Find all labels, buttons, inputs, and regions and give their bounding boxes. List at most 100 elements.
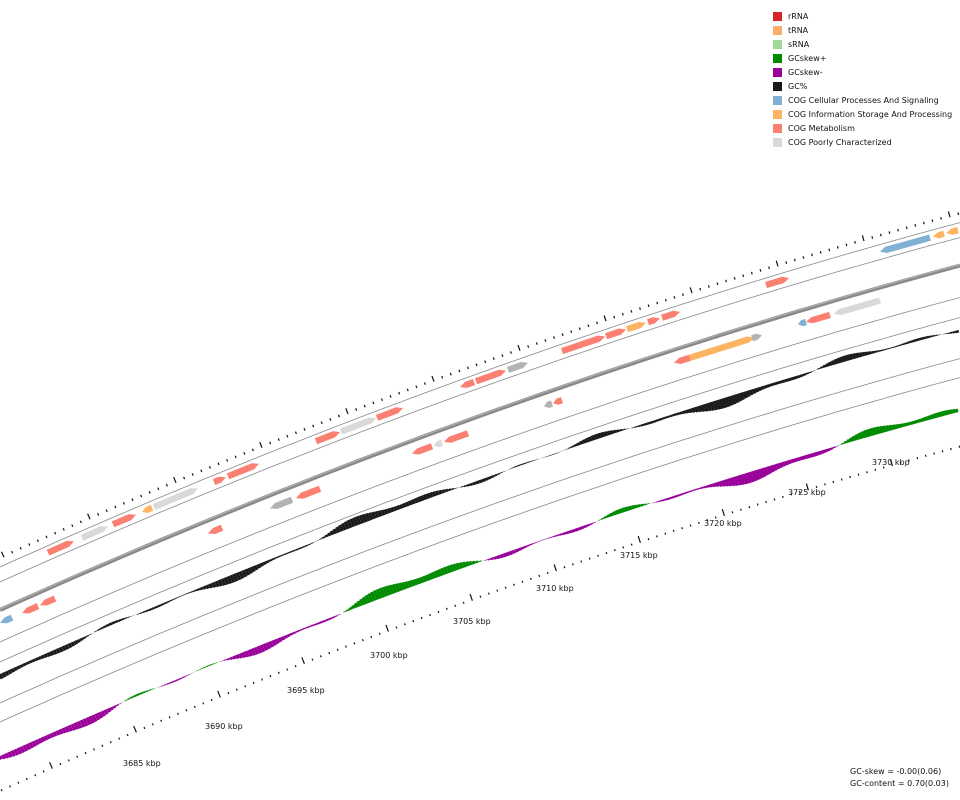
- outer-tick: [845, 243, 848, 247]
- gc-bar: [490, 475, 495, 479]
- skew-bar: [268, 640, 274, 648]
- skew-bar: [79, 719, 86, 728]
- gc-bar: [419, 495, 425, 502]
- skew-bar: [493, 555, 498, 560]
- legend-swatch: [773, 11, 782, 21]
- skew-bar: [627, 505, 632, 511]
- skew-bar: [505, 551, 510, 557]
- gc-bar: [475, 480, 480, 485]
- axis-tick: [210, 698, 213, 702]
- skew-bar: [259, 644, 266, 653]
- skew-bar: [400, 581, 407, 590]
- axis-tick: [706, 519, 709, 522]
- skew-bar: [298, 628, 303, 632]
- outer-tick: [165, 483, 168, 487]
- outer-tick: [415, 385, 418, 389]
- gc-bar: [615, 429, 620, 433]
- outer-tick: [329, 417, 332, 421]
- gc-bar: [262, 561, 267, 566]
- axis-tick: [294, 665, 297, 668]
- gc-bar: [493, 473, 498, 477]
- outer-tick: [879, 233, 882, 237]
- position-axis: 3685 kbp 3690 kbp 3695 kbp 3700 kbp 3705…: [0, 445, 960, 792]
- skew-bar: [781, 461, 786, 467]
- axis-tick: [151, 723, 154, 726]
- gc-bar: [570, 445, 575, 448]
- gc-bar: [955, 329, 960, 334]
- legend: rRNA tRNA sRNA GCskew+ GCskew- GC% COG C…: [773, 9, 952, 149]
- gc-bar: [13, 666, 18, 672]
- skew-bar: [900, 423, 905, 428]
- gc-bar: [349, 518, 356, 528]
- skew-bar: [891, 424, 896, 431]
- gc-bar: [4, 670, 10, 677]
- outer-tick: [699, 287, 702, 291]
- gc-bar: [105, 623, 110, 628]
- skew-bar: [55, 730, 61, 736]
- gc-bar: [679, 411, 684, 415]
- skew-bar: [348, 606, 353, 611]
- outer-tick: [0, 551, 5, 558]
- axis-tick: [479, 595, 482, 598]
- gc-bar: [670, 414, 675, 417]
- gc-bar: [19, 663, 24, 668]
- axis-tick: [832, 480, 835, 484]
- gc-bar: [151, 606, 156, 610]
- axis-tick: [227, 691, 230, 695]
- legend-label: COG Metabolism: [788, 123, 855, 133]
- skew-bar: [772, 464, 778, 472]
- axis-tick: [168, 716, 171, 719]
- legend-label: rRNA: [788, 11, 809, 21]
- gc-bar: [724, 396, 731, 408]
- axis-tick: [126, 733, 129, 737]
- legend-swatch: [773, 95, 782, 105]
- axis-tick: [840, 478, 843, 481]
- gc-bar: [199, 586, 204, 591]
- gc-bar: [766, 383, 771, 388]
- skew-bar: [67, 724, 73, 732]
- gc-bar: [31, 658, 36, 663]
- skew-bar: [736, 475, 743, 486]
- gc-bar: [99, 626, 104, 630]
- gc-bar: [848, 353, 854, 361]
- axis-tick: [731, 511, 734, 514]
- outer-tick: [208, 465, 211, 469]
- outer-tick: [312, 424, 315, 428]
- gc-bar: [416, 496, 422, 503]
- skew-bar: [88, 715, 95, 724]
- skew-bar: [106, 707, 112, 713]
- axis-tick: [857, 473, 860, 476]
- skew-bar: [948, 409, 953, 415]
- skew-bar: [356, 600, 362, 607]
- outer-tick: [389, 395, 392, 398]
- outer-tick: [131, 498, 134, 502]
- axis-tick: [252, 681, 255, 685]
- gc-bar: [751, 388, 756, 395]
- axis-tick: [202, 702, 205, 705]
- legend-item-cog-cellular: COG Cellular Processes And Signaling: [773, 93, 952, 107]
- axis-tick: [496, 589, 499, 592]
- gc-bar: [371, 511, 377, 520]
- gc-bar: [259, 562, 264, 567]
- axis-tick: [345, 645, 347, 648]
- legend-swatch: [773, 25, 782, 35]
- gc-bar: [447, 488, 452, 492]
- skew-bar: [364, 594, 371, 604]
- skew-bar: [100, 710, 106, 717]
- skew-bar: [869, 427, 875, 436]
- skew-bar: [416, 577, 422, 585]
- outer-tick: [510, 351, 512, 354]
- skew-bar: [860, 430, 866, 439]
- gene-arrow: [765, 276, 789, 289]
- skew-bar: [178, 677, 183, 680]
- skew-bar: [1, 753, 7, 760]
- gc-bar: [43, 653, 48, 659]
- gc-bar: [330, 530, 335, 536]
- axis-tick: [874, 468, 877, 471]
- gc-bar: [655, 418, 660, 423]
- skew-bar: [449, 564, 455, 573]
- skew-bar: [936, 412, 941, 418]
- outer-tick: [836, 245, 839, 249]
- gc-bar: [790, 376, 795, 381]
- outer-tick: [449, 372, 452, 376]
